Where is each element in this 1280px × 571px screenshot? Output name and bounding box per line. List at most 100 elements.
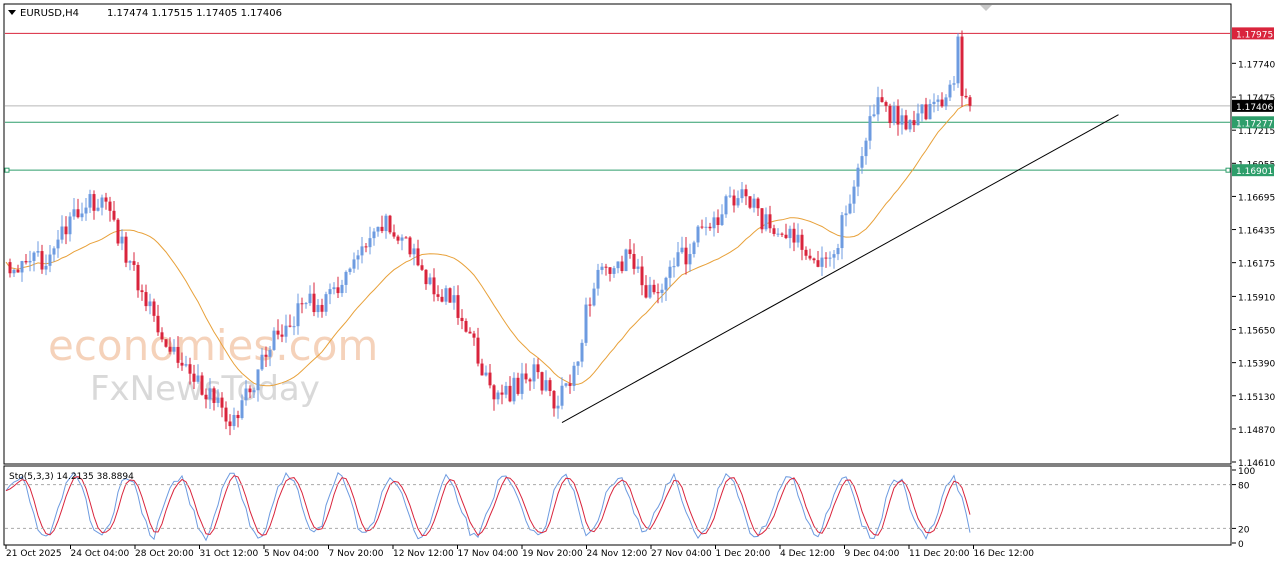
candle-body <box>232 414 236 427</box>
candle-body <box>468 331 472 334</box>
symbol-title: EURUSD,H4 <box>20 8 79 19</box>
candle-body <box>700 226 704 228</box>
time-tick-label: 1 Dec 20:00 <box>716 549 771 559</box>
price-tick-label: 1.17475 <box>1238 94 1275 104</box>
candle-body <box>436 294 440 297</box>
candle-body <box>104 197 108 202</box>
candle-body <box>736 198 740 206</box>
candle-body <box>216 397 220 403</box>
candles <box>8 30 972 436</box>
candle-body <box>328 289 332 295</box>
candle-body <box>820 257 824 267</box>
shift-marker-icon[interactable] <box>980 5 992 11</box>
level-handle[interactable] <box>1225 167 1231 173</box>
candle-body <box>868 116 872 141</box>
candle-body <box>624 249 628 272</box>
candle-body <box>576 361 580 366</box>
candle-body <box>652 284 656 293</box>
candle-body <box>884 102 888 106</box>
candle-body <box>588 304 592 306</box>
candle-body <box>560 385 564 406</box>
time-tick-label: 24 Oct 04:00 <box>71 549 130 559</box>
level-label-box <box>1232 116 1274 129</box>
candle-body <box>852 186 856 204</box>
candle-body <box>848 203 852 214</box>
candle-body <box>904 115 908 130</box>
level-label: 1.16901 <box>1236 167 1273 177</box>
stoch-main-line[interactable] <box>5 471 971 542</box>
level-handle[interactable] <box>4 167 10 173</box>
candle-body <box>292 326 296 328</box>
candle-body <box>188 364 192 374</box>
candle-body <box>160 332 164 340</box>
candle-body <box>288 325 292 327</box>
candle-body <box>308 293 312 304</box>
price-tick-label: 1.16695 <box>1238 193 1275 203</box>
candle-body <box>720 214 724 225</box>
candle-body <box>396 236 400 241</box>
candle-body <box>360 246 364 256</box>
candle-body <box>480 363 484 376</box>
candle-body <box>416 248 420 266</box>
candle-body <box>656 292 660 294</box>
candle-body <box>456 295 460 318</box>
candle-body <box>224 407 228 422</box>
candle-body <box>36 251 40 253</box>
candle-body <box>372 231 376 239</box>
moving-average <box>5 104 971 387</box>
candle-body <box>464 321 468 332</box>
stoch-signal-line[interactable] <box>5 475 971 537</box>
time-tick-label: 12 Nov 12:00 <box>393 549 454 559</box>
candle-body <box>172 346 176 352</box>
time-axis: 21 Oct 2025 24 Oct 04:00 28 Oct 20:00 31 Oc… <box>5 545 1034 559</box>
candle-body <box>660 289 664 293</box>
candle-body <box>760 208 764 230</box>
candle-body <box>636 266 640 269</box>
time-tick-label: 19 Nov 20:00 <box>522 549 583 559</box>
candle-body <box>856 167 860 187</box>
candle-body <box>532 364 536 382</box>
time-tick-label: 17 Nov 04:00 <box>458 549 519 559</box>
candle-body <box>524 373 528 380</box>
candle-body <box>488 372 492 386</box>
candle-body <box>732 195 736 206</box>
candle-body <box>640 266 644 286</box>
candle-body <box>264 354 268 357</box>
level-label-box <box>1232 164 1274 177</box>
candle-body <box>84 207 88 214</box>
candle-body <box>504 385 508 395</box>
candle-body <box>764 214 768 230</box>
candle-body <box>744 189 748 197</box>
candle-body <box>412 248 416 255</box>
ma-line[interactable] <box>5 104 971 387</box>
candle-body <box>528 379 532 382</box>
candle-body <box>716 217 720 225</box>
time-tick-label: 27 Nov 04:00 <box>651 549 712 559</box>
candle-body <box>180 362 184 366</box>
candle-body <box>200 375 204 395</box>
candle-body <box>280 334 284 337</box>
candle-body <box>336 287 340 294</box>
candle-body <box>836 248 840 255</box>
price-tick-label: 1.15910 <box>1238 293 1275 303</box>
candle-body <box>908 120 912 130</box>
candle-body <box>388 215 392 233</box>
time-tick-label: 28 Oct 20:00 <box>135 549 194 559</box>
candle-body <box>692 242 696 255</box>
candle-body <box>788 228 792 239</box>
candle-body <box>304 303 308 305</box>
candle-body <box>644 285 648 298</box>
collapse-triangle-icon[interactable] <box>8 10 16 15</box>
candle-body <box>600 266 604 270</box>
candle-body <box>496 392 500 400</box>
stoch-title: Sto(5,3,3) 14.2135 38.8894 <box>9 472 134 482</box>
candle-body <box>796 234 800 243</box>
candle-body <box>392 232 396 237</box>
candle-body <box>804 249 808 256</box>
trendline[interactable] <box>561 114 1119 423</box>
price-panel-frame <box>3 3 1232 465</box>
candle-body <box>472 333 476 338</box>
candle-body <box>956 36 960 84</box>
candle-body <box>900 115 904 125</box>
candle-body <box>612 268 616 274</box>
